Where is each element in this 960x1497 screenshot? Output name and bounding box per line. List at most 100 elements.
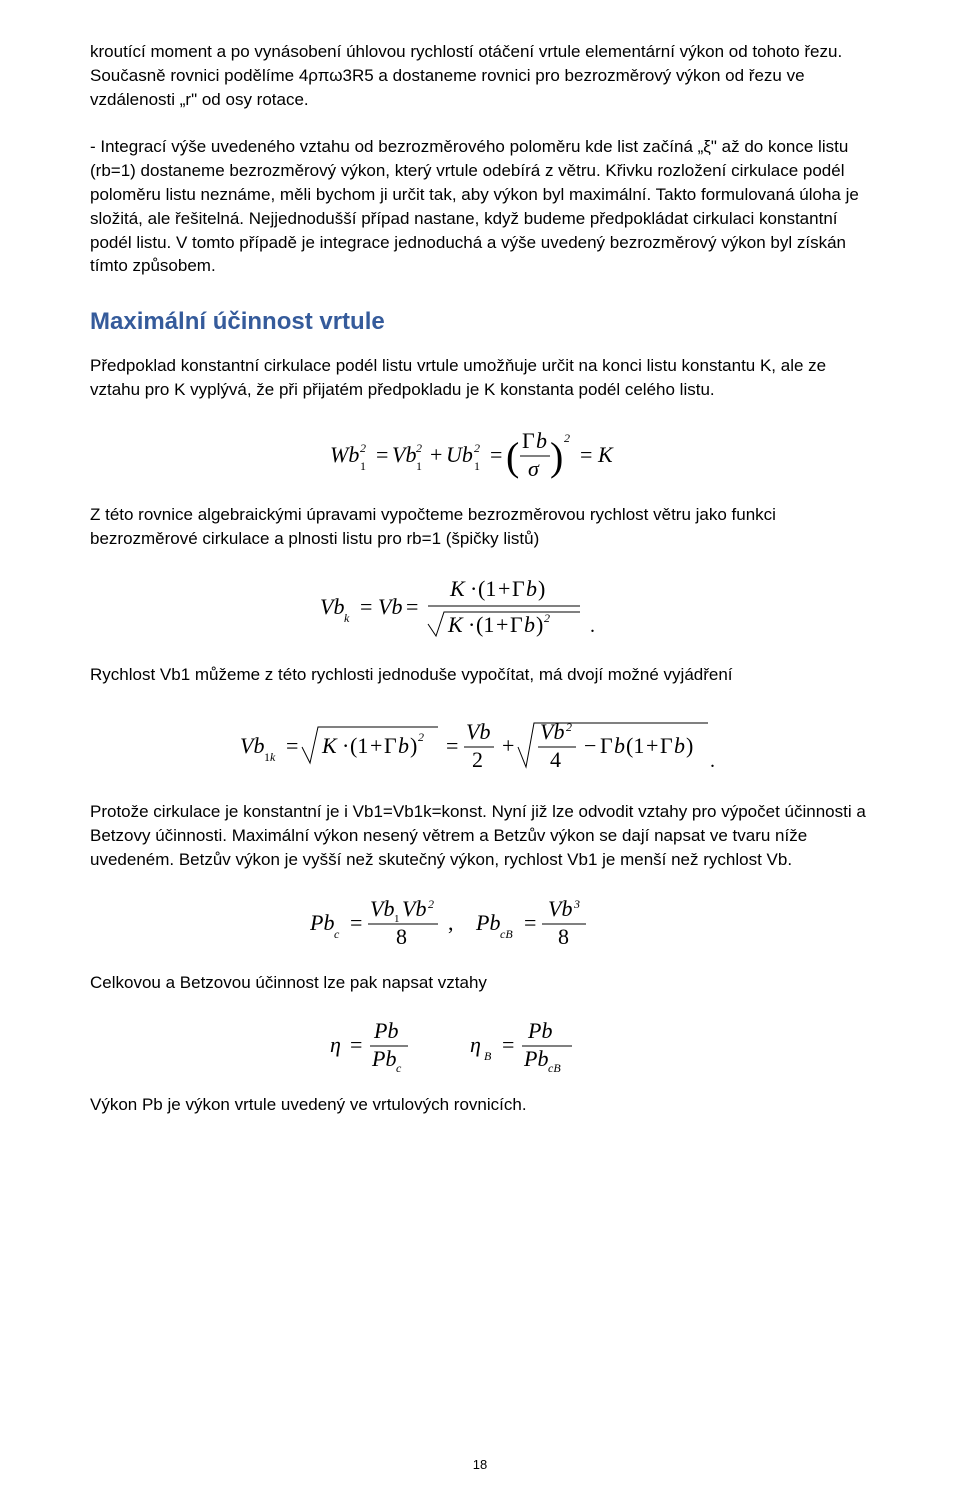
- svg-text:c: c: [396, 1061, 402, 1074]
- svg-text:b: b: [524, 612, 535, 637]
- svg-text:Vb: Vb: [240, 733, 264, 758]
- svg-text:=: =: [360, 594, 372, 619]
- svg-text:Pb: Pb: [310, 910, 334, 935]
- paragraph-6: Protože cirkulace je konstantní je i Vb1…: [90, 800, 870, 871]
- svg-text:2: 2: [544, 611, 550, 625]
- svg-text:1: 1: [360, 459, 366, 473]
- paragraph-8: Výkon Pb je výkon vrtule uvedený ve vrtu…: [90, 1093, 870, 1117]
- intro-paragraph-2: - Integrací výše uvedeného vztahu od bez…: [90, 135, 870, 278]
- svg-text:σ: σ: [528, 456, 540, 481]
- svg-text:Vb: Vb: [320, 594, 344, 619]
- svg-text:k: k: [344, 611, 350, 625]
- svg-text:+: +: [502, 733, 514, 758]
- svg-text:2: 2: [418, 730, 424, 744]
- svg-text:): ): [538, 576, 545, 601]
- svg-text:Ub: Ub: [446, 442, 473, 467]
- svg-text:(1: (1: [626, 733, 644, 758]
- svg-text:2: 2: [564, 431, 570, 445]
- equation-3: Vb1k = K · (1 + Γb ) 2 = Vb 2 + Vb2 4 − …: [90, 711, 870, 786]
- paragraph-5: Rychlost Vb1 můžeme z této rychlosti jed…: [90, 663, 870, 687]
- svg-text:+: +: [370, 733, 382, 758]
- svg-text:b: b: [614, 733, 625, 758]
- svg-text:2: 2: [474, 441, 480, 455]
- svg-text:η: η: [330, 1032, 341, 1057]
- svg-text:=: =: [524, 910, 536, 935]
- svg-text:·: ·: [470, 576, 477, 601]
- svg-text:Vb: Vb: [466, 719, 490, 744]
- svg-text:.: .: [710, 750, 715, 772]
- svg-text:Γ: Γ: [384, 733, 397, 758]
- svg-text:(1: (1: [476, 612, 494, 637]
- svg-text:Γ: Γ: [510, 612, 523, 637]
- svg-text:8: 8: [396, 924, 407, 949]
- svg-text:=: =: [446, 733, 458, 758]
- svg-text:): ): [550, 434, 563, 479]
- svg-text:=: =: [286, 733, 298, 758]
- svg-text:=: =: [580, 442, 592, 467]
- svg-text:): ): [536, 612, 543, 637]
- svg-text:b: b: [536, 428, 547, 453]
- svg-text:+: +: [496, 612, 508, 637]
- svg-text:+: +: [498, 576, 510, 601]
- svg-text:,: ,: [448, 910, 454, 935]
- svg-text:(: (: [506, 434, 519, 479]
- svg-text:b: b: [398, 733, 409, 758]
- svg-text:2: 2: [360, 441, 366, 455]
- svg-text:Pb: Pb: [475, 910, 500, 935]
- svg-text:B: B: [484, 1049, 492, 1063]
- svg-text:K: K: [321, 733, 338, 758]
- paragraph-3: Předpoklad konstantní cirkulace podél li…: [90, 354, 870, 402]
- svg-text:=: =: [406, 594, 418, 619]
- svg-text:1: 1: [474, 459, 480, 473]
- equation-4: Pbc = Vb1 Vb2 8 , PbcB = Vb3 8: [90, 896, 870, 957]
- svg-text:2: 2: [428, 897, 434, 911]
- svg-text:Vb: Vb: [370, 896, 394, 921]
- svg-text:Γ: Γ: [600, 733, 613, 758]
- svg-text:c: c: [334, 927, 340, 941]
- svg-text:(1: (1: [478, 576, 496, 601]
- intro-paragraph-1: kroutící moment a po vynásobení úhlovou …: [90, 40, 870, 111]
- svg-text:K: K: [449, 576, 466, 601]
- svg-text:Γ: Γ: [522, 428, 535, 453]
- section-heading: Maximální účinnost vrtule: [90, 308, 870, 336]
- svg-text:cB: cB: [548, 1061, 561, 1074]
- svg-text:=: =: [350, 1032, 362, 1057]
- svg-text:2: 2: [472, 747, 483, 772]
- equation-5: η = Pb Pbc ηB = Pb PbcB: [90, 1018, 870, 1079]
- equation-2: Vbk = Vb = K · (1 + Γb ) K · (1 + Γb ) 2…: [90, 574, 870, 649]
- svg-text:): ): [686, 733, 693, 758]
- svg-text:−: −: [584, 733, 596, 758]
- svg-text:K: K: [447, 612, 464, 637]
- svg-text:Wb: Wb: [330, 442, 359, 467]
- svg-text:Pb: Pb: [373, 1018, 398, 1043]
- svg-text:=: =: [490, 442, 502, 467]
- svg-text:Pb: Pb: [523, 1046, 548, 1071]
- svg-text:k: k: [270, 750, 276, 764]
- svg-text:(1: (1: [350, 733, 368, 758]
- equation-1: Wb2 1 = Vb2 1 + Ub2 1 = ( Γb σ ) 2 = K: [90, 426, 870, 489]
- paragraph-4: Z této rovnice algebraickými úpravami vy…: [90, 503, 870, 551]
- svg-text:·: ·: [342, 733, 349, 758]
- svg-text:=: =: [376, 442, 388, 467]
- svg-text:4: 4: [550, 747, 561, 772]
- svg-text:8: 8: [558, 924, 569, 949]
- svg-text:+: +: [646, 733, 658, 758]
- svg-text:K: K: [597, 442, 614, 467]
- svg-text:2: 2: [566, 720, 572, 734]
- svg-text:=: =: [350, 910, 362, 935]
- svg-text:Vb: Vb: [378, 594, 402, 619]
- svg-text:Pb: Pb: [527, 1018, 552, 1043]
- svg-text:Vb: Vb: [402, 896, 426, 921]
- svg-text:2: 2: [416, 441, 422, 455]
- svg-text:Vb: Vb: [540, 719, 564, 744]
- svg-text:Γ: Γ: [512, 576, 525, 601]
- svg-text:Pb: Pb: [371, 1046, 396, 1071]
- svg-text:cB: cB: [500, 927, 513, 941]
- page-number: 18: [0, 1457, 960, 1472]
- svg-text:b: b: [674, 733, 685, 758]
- svg-text:=: =: [502, 1032, 514, 1057]
- svg-text:b: b: [526, 576, 537, 601]
- svg-text:·: ·: [468, 612, 475, 637]
- svg-text:Vb: Vb: [548, 896, 572, 921]
- svg-text:+: +: [430, 442, 442, 467]
